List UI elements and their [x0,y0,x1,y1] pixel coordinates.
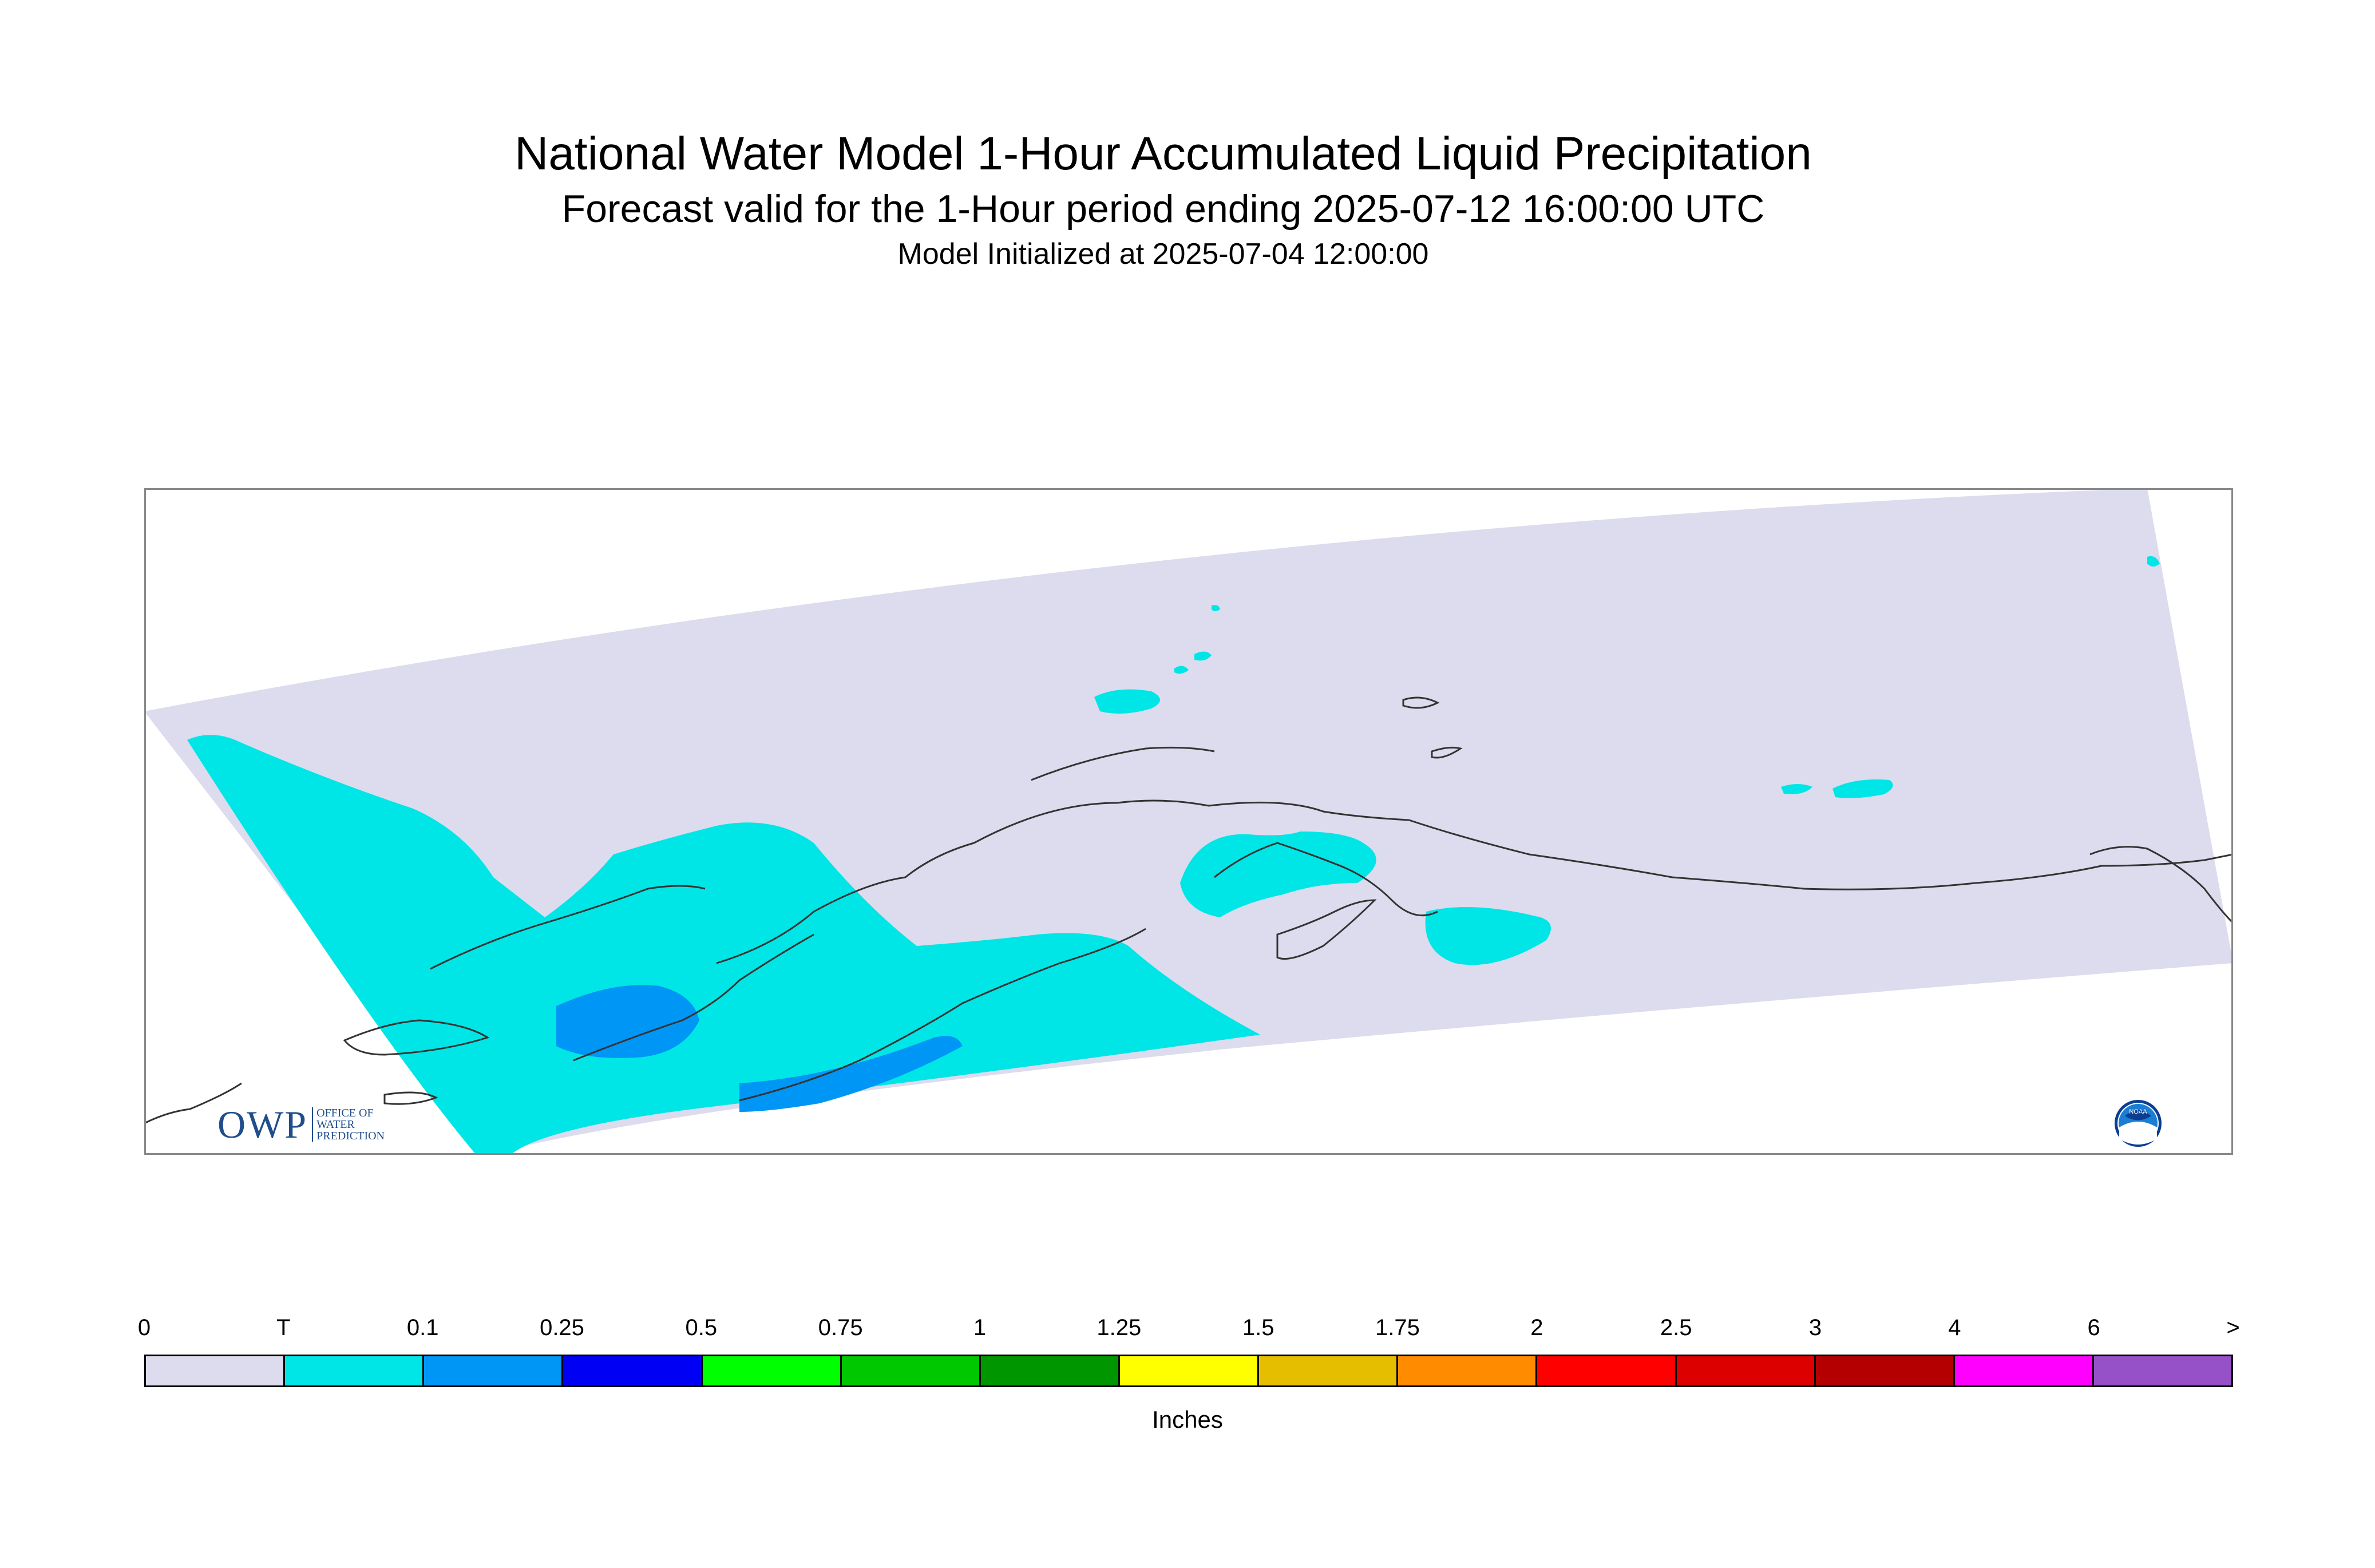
legend-swatch [1119,1356,1260,1385]
coastlines [144,696,2233,1124]
legend-tick-label: 0.25 [540,1315,584,1340]
model-initialized-subtitle: Model Initialized at 2025-07-04 12:00:00 [897,237,1429,271]
trace-precip-region-north-3 [1212,605,1220,611]
coastline-southwest-corner [144,1082,242,1124]
owp-logo-subtitle: Office of Water Prediction [312,1107,385,1142]
legend-tick-label: > [2226,1315,2240,1340]
trace-precip-region-interior [1094,689,1160,714]
map-title: National Water Model 1-Hour Accumulated … [514,128,1812,180]
trace-precip-region-yukon-2 [1832,779,1893,798]
coastline-nunivak [383,1091,438,1105]
legend-tick-label: 1.5 [1242,1315,1274,1340]
coastline-yukon-delta [430,885,706,970]
legend-tick-label: 0.1 [406,1315,439,1340]
light-precip-region-alaska-peninsula [739,1036,963,1112]
legend-tick-label: 0 [137,1315,151,1340]
legend-tick-label: 1 [973,1315,987,1340]
legend-swatch [702,1356,842,1385]
trace-precip-region-kenai [1180,831,1376,917]
owp-logo-letters: OWP [217,1102,308,1146]
legend-tick-label: 4 [1948,1315,1961,1340]
legend-swatch [2093,1356,2232,1385]
legend-tick-label: 0.75 [818,1315,863,1340]
coastline-alaska-peninsula [739,928,1146,1102]
legend-swatch [1398,1356,1538,1385]
map-panel: OWP Office of Water Prediction NOAA [144,488,2233,1155]
legend-swatch [980,1356,1120,1385]
legend-swatch [285,1356,425,1385]
legend-colorbar [144,1355,2233,1387]
legend-tick-label: 1.75 [1375,1315,1420,1340]
coastline-inland-lake-2 [1431,746,1463,759]
noaa-logo: NOAA [2115,1100,2162,1147]
coastline-kodiak [1276,899,1377,960]
light-precip-region-bristol [556,985,699,1058]
legend-swatch [146,1356,286,1385]
legend-tick-label: 1.25 [1097,1315,1142,1340]
legend-tick-label: 0.5 [685,1315,718,1340]
coastline-inland-lake [1402,696,1440,709]
legend-tick-label: 2.5 [1660,1315,1692,1340]
coastline-bristol-bay [573,933,814,1062]
coastline-mainland [716,799,2233,964]
trace-precip-region-north-2 [1174,666,1189,674]
trace-precip-region-yukon-1 [1781,784,1812,794]
legend-swatch [563,1356,703,1385]
legend-swatch [1676,1356,1816,1385]
legend-swatch [424,1356,564,1385]
owp-logo-line-3: Prediction [316,1130,385,1142]
precipitation-map [144,488,2233,1155]
trace-precip-region-southwest [187,735,1260,1155]
legend-tick-label: 6 [2087,1315,2100,1340]
trace-precip-region-northeast [2147,556,2160,567]
coastline-west [343,1019,490,1056]
forecast-valid-subtitle: Forecast valid for the 1-Hour period end… [561,187,1765,231]
coastline-cook-inlet [1214,842,1438,917]
trace-precip-region-prince-william [1425,907,1551,965]
trace-precip-region-north-1 [1194,651,1212,661]
coastline-southeast [2089,846,2233,924]
legend-swatch [1815,1356,1955,1385]
legend-units-label: Inches [1152,1406,1223,1433]
owp-logo: OWP Office of Water Prediction [217,1102,385,1147]
legend-tick-label: T [276,1315,291,1340]
owp-logo-line-2: Water [316,1118,355,1131]
legend-tick-label: 2 [1530,1315,1543,1340]
legend-swatch [1259,1356,1399,1385]
noaa-logo-text: NOAA [2129,1108,2147,1115]
legend-tick-label: 3 [1808,1315,1822,1340]
map-frame [144,488,2233,1155]
coastline-interior-river [1031,746,1215,781]
owp-logo-line-1: Office of [316,1107,374,1119]
legend-swatch [1537,1356,1677,1385]
legend-swatch [1954,1356,2094,1385]
legend-swatch [841,1356,981,1385]
